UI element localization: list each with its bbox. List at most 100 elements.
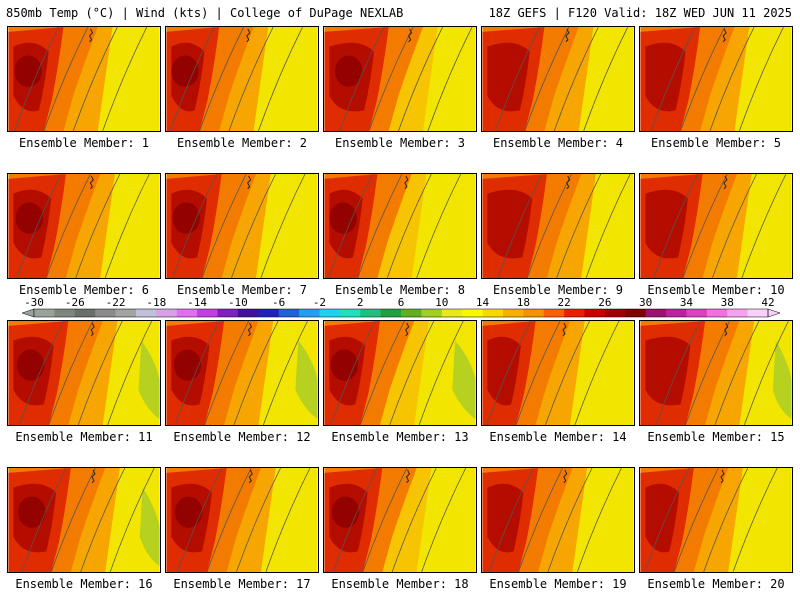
ensemble-member-label: Ensemble Member: 15: [647, 430, 785, 444]
colorbar-tick-label: 10: [435, 296, 448, 309]
colorbar-swatch: [645, 309, 667, 317]
ensemble-member-label: Ensemble Member: 11: [15, 430, 153, 444]
colorbar-tick-label: 34: [680, 296, 694, 309]
ensemble-member-panel: Ensemble Member: 11: [7, 320, 161, 444]
ensemble-member-panel: Ensemble Member: 19: [481, 467, 635, 591]
colorbar-swatch: [339, 309, 361, 317]
colorbar-tick-label: 26: [598, 296, 611, 309]
colorbar-swatch: [217, 309, 239, 317]
ensemble-member-label: Ensemble Member: 8: [334, 283, 466, 297]
temperature-map: [639, 173, 793, 279]
temperature-map: [7, 173, 161, 279]
ensemble-member-panel: Ensemble Member: 12: [165, 320, 319, 444]
colorbar-swatch: [115, 309, 137, 317]
colorbar-tick-label: 18: [517, 296, 530, 309]
ensemble-member-panel: Ensemble Member: 7: [165, 173, 319, 297]
colorbar-swatch: [237, 309, 259, 317]
temperature-map: [639, 320, 793, 426]
ensemble-member-panel: Ensemble Member: 8: [323, 173, 477, 297]
colorbar-swatch: [156, 309, 178, 317]
ensemble-member-label: Ensemble Member: 13: [331, 430, 469, 444]
temperature-map: [639, 467, 793, 573]
colorbar-swatch: [706, 309, 728, 317]
ensemble-member-label: Ensemble Member: 1: [18, 136, 150, 150]
colorbar-swatch: [482, 309, 504, 317]
temperature-map: [481, 467, 635, 573]
colorbar-swatch: [176, 309, 198, 317]
colorbar-swatch: [319, 309, 341, 317]
temperature-map: [639, 26, 793, 132]
colorbar-tick-label: -14: [187, 296, 207, 309]
colorbar-swatch: [278, 309, 300, 317]
colorbar-swatch: [686, 309, 708, 317]
map-title: 850mb Temp (°C) | Wind (kts) | College o…: [6, 6, 404, 20]
colorbar-tick-label: -26: [65, 296, 85, 309]
ensemble-member-panel: Ensemble Member: 3: [323, 26, 477, 150]
colorbar-swatch: [584, 309, 606, 317]
colorbar-swatch: [462, 309, 484, 317]
ensemble-member-panel: Ensemble Member: 1: [7, 26, 161, 150]
colorbar-tick-label: -22: [106, 296, 126, 309]
temperature-map: [165, 173, 319, 279]
temperature-colorbar: -30 -26 -22 -18 -14 -10 -6 -2 2 6 10 14 18 22 26 30 34 38…: [21, 296, 781, 318]
ensemble-member-label: Ensemble Member: 5: [650, 136, 782, 150]
temperature-map: [323, 467, 477, 573]
ensemble-member-label: Ensemble Member: 4: [492, 136, 624, 150]
ensemble-member-panel: Ensemble Member: 6: [7, 173, 161, 297]
temperature-map: [481, 26, 635, 132]
colorbar-swatch: [380, 309, 402, 317]
colorbar-swatch: [299, 309, 320, 317]
ensemble-member-label: Ensemble Member: 10: [647, 283, 785, 297]
temperature-map: [165, 320, 319, 426]
ensemble-member-panel: Ensemble Member: 13: [323, 320, 477, 444]
colorbar-swatch: [54, 309, 76, 317]
temperature-map: [7, 26, 161, 132]
colorbar-tick-label: 42: [761, 296, 774, 309]
colorbar-swatch: [360, 309, 382, 317]
colorbar-tick-label: -18: [146, 296, 166, 309]
colorbar-swatch: [625, 309, 647, 317]
colorbar-tick-label: 14: [476, 296, 490, 309]
ensemble-member-label: Ensemble Member: 7: [176, 283, 308, 297]
colorbar-tick-label: -30: [24, 296, 44, 309]
colorbar-tick-label: 30: [639, 296, 652, 309]
colorbar-swatch: [95, 309, 117, 317]
colorbar-swatch: [421, 309, 443, 317]
colorbar-swatch: [727, 309, 749, 317]
ensemble-member-label: Ensemble Member: 6: [18, 283, 150, 297]
colorbar-swatch: [502, 309, 524, 317]
ensemble-member-panel: Ensemble Member: 5: [639, 26, 793, 150]
ensemble-member-panel: Ensemble Member: 10: [639, 173, 793, 297]
ensemble-member-panel: Ensemble Member: 20: [639, 467, 793, 591]
ensemble-member-label: Ensemble Member: 20: [647, 577, 785, 591]
colorbar-tick-label: -10: [228, 296, 248, 309]
ensemble-member-panel: Ensemble Member: 9: [481, 173, 635, 297]
temperature-map: [165, 467, 319, 573]
ensemble-member-label: Ensemble Member: 14: [489, 430, 627, 444]
colorbar-swatch: [34, 309, 55, 317]
colorbar-tick-label: -2: [313, 296, 326, 309]
ensemble-member-panel: Ensemble Member: 15: [639, 320, 793, 444]
colorbar-swatch: [74, 309, 96, 317]
temperature-map: [323, 26, 477, 132]
temperature-map: [481, 320, 635, 426]
colorbar-swatch: [197, 309, 218, 317]
colorbar-swatch: [401, 309, 422, 317]
ensemble-member-label: Ensemble Member: 19: [489, 577, 627, 591]
temperature-map: [7, 467, 161, 573]
colorbar-swatch: [441, 309, 463, 317]
temperature-map: [7, 320, 161, 426]
colorbar-swatch: [747, 309, 769, 317]
ensemble-member-label: Ensemble Member: 3: [334, 136, 466, 150]
colorbar-tick-label: -6: [272, 296, 285, 309]
ensemble-member-label: Ensemble Member: 16: [15, 577, 153, 591]
colorbar-tick-label: 22: [557, 296, 570, 309]
colorbar-swatch: [564, 309, 585, 317]
ensemble-member-panel: Ensemble Member: 4: [481, 26, 635, 150]
colorbar-tick-label: 2: [357, 296, 364, 309]
colorbar-tick-label: 38: [721, 296, 734, 309]
colorbar-swatch: [523, 309, 545, 317]
ensemble-member-label: Ensemble Member: 9: [492, 283, 624, 297]
colorbar-swatch: [135, 309, 157, 317]
model-run-info: 18Z GEFS | F120 Valid: 18Z WED JUN 11 20…: [488, 6, 792, 20]
